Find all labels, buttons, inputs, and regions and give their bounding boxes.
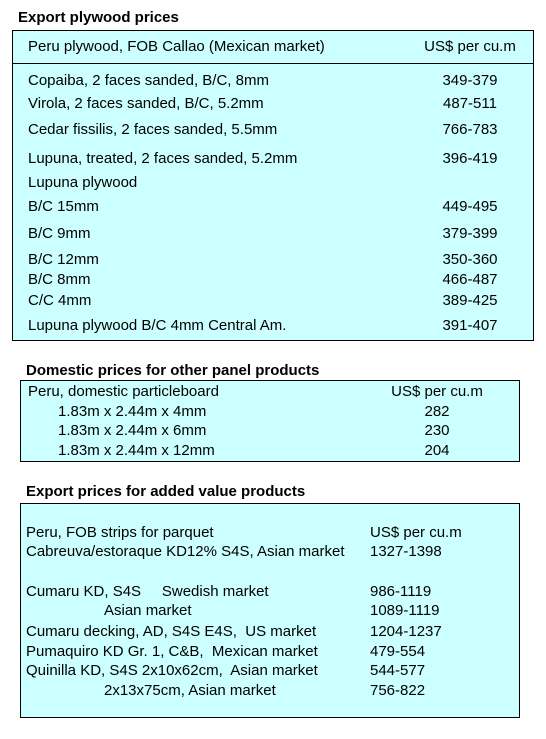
row-label: Cedar fissilis, 2 faces sanded, 5.5mm: [28, 121, 278, 138]
section-title: Export prices for added value products: [26, 483, 306, 500]
value-cell: 389-425: [442, 292, 498, 309]
row-label: Lupuna plywood: [28, 174, 138, 191]
table-box: [20, 503, 520, 718]
header-label: Peru plywood, FOB Callao (Mexican market…: [28, 38, 325, 55]
row-label: Copaiba, 2 faces sanded, B/C, 8mm: [28, 72, 269, 89]
table-box: [20, 380, 520, 462]
value-cell: 350-360: [442, 251, 498, 268]
row-label: Lupuna, treated, 2 faces sanded, 5.2mm: [28, 150, 298, 167]
header-label: Peru, domestic particleboard: [28, 383, 219, 400]
row-label: B/C 9mm: [28, 225, 91, 242]
value-cell: 544-577: [370, 662, 426, 679]
row-label: Virola, 2 faces sanded, B/C, 5.2mm: [28, 95, 264, 112]
table-box: [12, 30, 534, 341]
value-cell: US$ per cu.m: [424, 38, 516, 55]
row-label: 2x13x75cm, Asian market: [104, 682, 276, 699]
row-label: 1.83m x 2.44m x 12mm: [58, 442, 215, 459]
row-label: Lupuna plywood B/C 4mm Central Am.: [28, 317, 287, 334]
value-cell: 396-419: [442, 150, 498, 167]
value-cell: 1204-1237: [370, 623, 442, 640]
value-cell: 449-495: [442, 198, 498, 215]
row-label: Pumaquiro KD Gr. 1, C&B, Mexican market: [26, 643, 318, 660]
value-cell: 1327-1398: [370, 543, 442, 560]
row-label: B/C 8mm: [28, 271, 91, 288]
section-title: Export plywood prices: [18, 9, 179, 26]
row-label: 1.83m x 2.44m x 4mm: [58, 403, 207, 420]
value-cell: 230: [424, 422, 450, 439]
value-cell: US$ per cu.m: [370, 524, 462, 541]
row-label: Cumaru KD, S4S Swedish market: [26, 583, 269, 600]
value-cell: 1089-1119: [370, 602, 440, 619]
value-cell: 756-822: [370, 682, 426, 699]
row-label: B/C 12mm: [28, 251, 99, 268]
value-cell: 349-379: [442, 72, 498, 89]
section-title: Domestic prices for other panel products: [26, 362, 320, 379]
value-cell: 766-783: [442, 121, 498, 138]
value-cell: 204: [424, 442, 450, 459]
value-cell: 487-511: [443, 95, 497, 112]
row-label: B/C 15mm: [28, 198, 99, 215]
row-label: Asian market: [104, 602, 192, 619]
value-cell: 479-554: [370, 643, 426, 660]
header-label: Peru, FOB strips for parquet: [26, 524, 214, 541]
row-label: Quinilla KD, S4S 2x10x62cm, Asian market: [26, 662, 318, 679]
value-cell: 391-407: [442, 317, 498, 334]
value-cell: 282: [424, 403, 450, 420]
value-cell: US$ per cu.m: [391, 383, 483, 400]
row-label: C/C 4mm: [28, 292, 92, 309]
row-label: Cumaru decking, AD, S4S E4S, US market: [26, 623, 317, 640]
value-cell: 466-487: [442, 271, 498, 288]
row-label: Cabreuva/estoraque KD12% S4S, Asian mark…: [26, 543, 345, 560]
value-cell: 986-1119: [370, 583, 432, 600]
header-separator: [12, 63, 534, 64]
row-label: 1.83m x 2.44m x 6mm: [58, 422, 207, 439]
value-cell: 379-399: [442, 225, 498, 242]
